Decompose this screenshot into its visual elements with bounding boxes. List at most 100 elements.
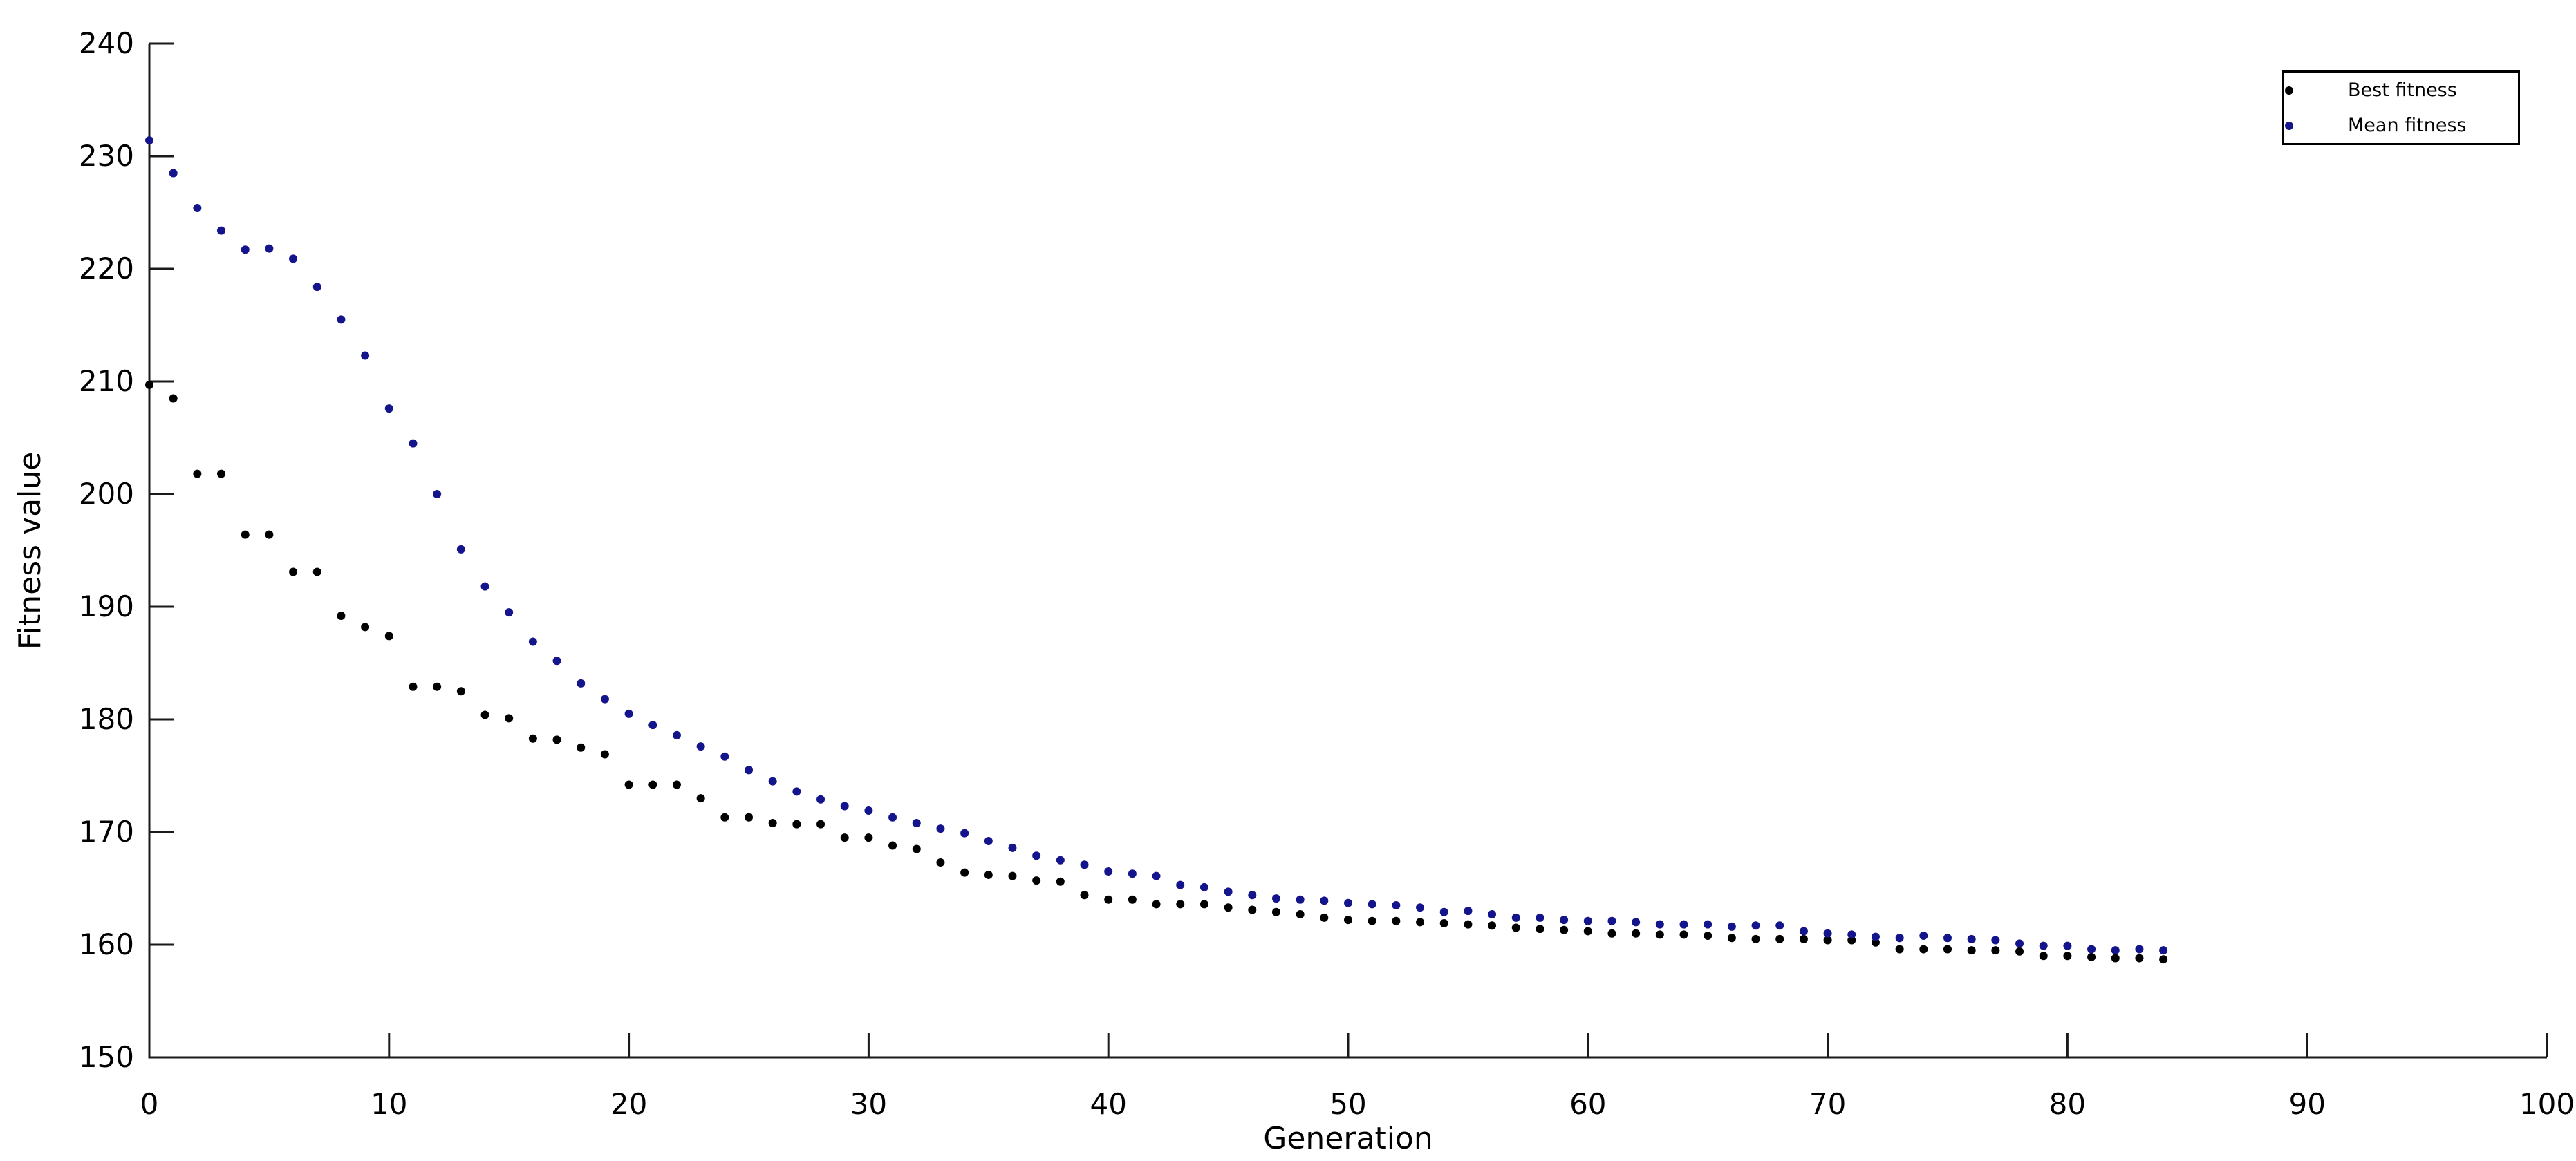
data-point bbox=[840, 802, 849, 811]
data-point bbox=[1344, 898, 1352, 907]
data-point bbox=[265, 530, 274, 539]
data-point bbox=[384, 404, 393, 413]
data-point bbox=[337, 315, 346, 324]
data-point bbox=[361, 623, 370, 632]
data-point bbox=[1008, 871, 1017, 880]
data-point bbox=[193, 203, 202, 212]
data-point bbox=[1919, 945, 1928, 954]
data-point bbox=[1032, 851, 1041, 860]
data-point bbox=[1128, 869, 1137, 878]
data-point bbox=[672, 730, 681, 739]
data-point bbox=[1583, 916, 1592, 925]
data-point bbox=[696, 794, 705, 803]
data-point bbox=[672, 780, 681, 789]
data-point bbox=[768, 777, 777, 786]
data-point bbox=[1847, 930, 1856, 939]
data-point bbox=[1224, 887, 1233, 896]
x-tick-label: 50 bbox=[1329, 1087, 1366, 1121]
x-tick-label: 40 bbox=[1090, 1087, 1126, 1121]
legend-item-mean-fitness: Mean fitness bbox=[2284, 108, 2518, 143]
data-point bbox=[241, 530, 250, 539]
data-point bbox=[936, 824, 945, 833]
data-point bbox=[1416, 903, 1425, 912]
y-tick-label: 150 bbox=[79, 1040, 134, 1074]
data-point bbox=[1895, 934, 1904, 943]
data-point bbox=[1176, 880, 1185, 889]
data-point bbox=[1439, 907, 1448, 916]
data-point bbox=[696, 742, 705, 751]
data-point bbox=[1751, 921, 1760, 930]
data-point bbox=[2063, 941, 2072, 950]
data-point bbox=[456, 687, 465, 696]
data-point bbox=[1200, 882, 1208, 891]
data-point bbox=[792, 787, 801, 796]
data-point bbox=[433, 490, 442, 498]
data-point bbox=[1632, 918, 1641, 927]
data-point bbox=[289, 567, 298, 576]
data-point bbox=[1416, 918, 1425, 927]
data-point bbox=[1104, 867, 1113, 876]
data-point bbox=[1583, 927, 1592, 936]
data-point bbox=[1704, 931, 1712, 940]
x-tick-label: 70 bbox=[1809, 1087, 1846, 1121]
data-point bbox=[1056, 877, 1065, 886]
data-point bbox=[2063, 952, 2072, 961]
data-point bbox=[480, 710, 489, 719]
x-axis-label: Generation bbox=[1263, 1121, 1432, 1156]
data-point bbox=[984, 870, 993, 879]
data-point bbox=[1271, 907, 1280, 916]
data-point bbox=[1392, 916, 1401, 925]
data-point bbox=[241, 245, 250, 254]
data-point bbox=[384, 632, 393, 641]
data-point bbox=[169, 394, 178, 403]
data-point bbox=[600, 750, 609, 759]
data-point bbox=[864, 806, 873, 815]
data-point bbox=[2015, 939, 2024, 948]
data-point bbox=[2159, 955, 2168, 964]
y-tick-label: 200 bbox=[79, 477, 134, 511]
data-point bbox=[528, 637, 537, 646]
y-tick-label: 170 bbox=[79, 815, 134, 849]
x-tick-label: 100 bbox=[2519, 1087, 2575, 1121]
data-point bbox=[1871, 932, 1880, 941]
data-point bbox=[456, 545, 465, 554]
data-point bbox=[480, 582, 489, 591]
data-point bbox=[1799, 934, 1808, 943]
data-point bbox=[1439, 919, 1448, 928]
data-point bbox=[1392, 900, 1401, 909]
data-point bbox=[768, 818, 777, 827]
data-point bbox=[1560, 916, 1569, 925]
data-point bbox=[1271, 894, 1280, 903]
data-point bbox=[816, 795, 825, 804]
y-tick-label: 160 bbox=[79, 927, 134, 961]
data-point bbox=[265, 244, 274, 253]
data-point bbox=[1296, 909, 1305, 918]
data-point bbox=[888, 813, 897, 822]
data-point bbox=[312, 283, 321, 292]
data-point bbox=[720, 813, 729, 822]
mean-fitness-dot-icon bbox=[2285, 121, 2293, 130]
data-point bbox=[505, 714, 514, 723]
data-point bbox=[1296, 895, 1305, 904]
data-point bbox=[1344, 916, 1352, 925]
data-point bbox=[624, 780, 633, 789]
data-point bbox=[193, 469, 202, 478]
data-point bbox=[1991, 936, 2000, 945]
data-point bbox=[1727, 934, 1736, 943]
data-point bbox=[1511, 913, 1520, 922]
data-point bbox=[1823, 929, 1832, 938]
data-point bbox=[2111, 946, 2120, 955]
data-point bbox=[1368, 900, 1376, 909]
data-point bbox=[745, 766, 753, 775]
data-point bbox=[433, 682, 442, 691]
data-point bbox=[2135, 945, 2144, 954]
data-point bbox=[1655, 920, 1664, 929]
data-point bbox=[577, 679, 586, 688]
data-point bbox=[1464, 920, 1473, 929]
data-point bbox=[1799, 927, 1808, 936]
data-point bbox=[648, 780, 657, 789]
data-point bbox=[1943, 945, 1952, 954]
data-point bbox=[1943, 934, 1952, 943]
data-point bbox=[648, 721, 657, 730]
data-point bbox=[1080, 891, 1089, 900]
